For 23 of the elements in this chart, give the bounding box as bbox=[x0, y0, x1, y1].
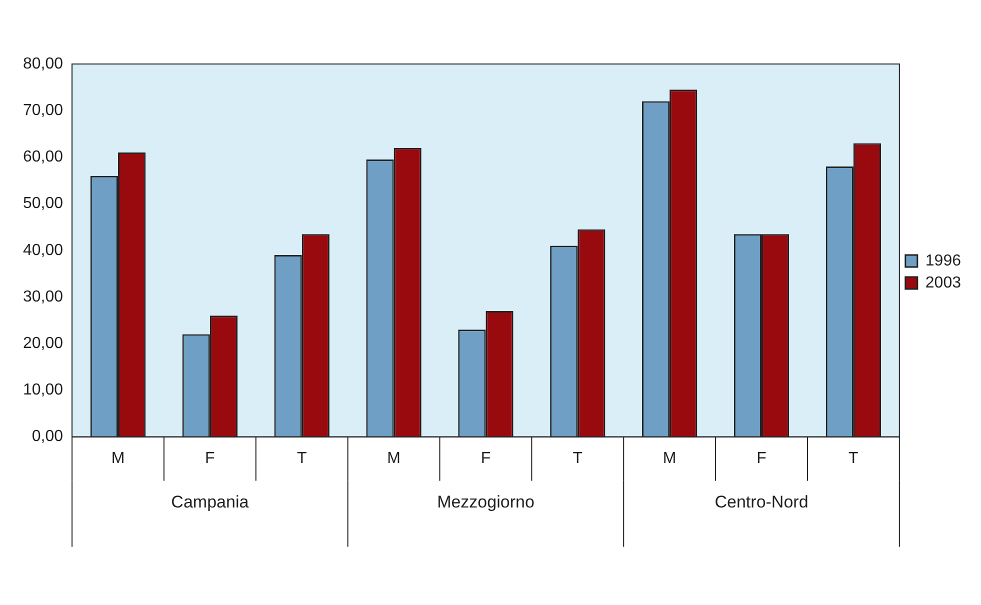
y-tick-label: 0,00 bbox=[32, 428, 64, 446]
x-tick-label: T bbox=[296, 450, 307, 467]
x-tick-label: F bbox=[756, 450, 767, 467]
x-tick-label: F bbox=[205, 450, 216, 467]
y-tick-label: 70,00 bbox=[22, 102, 64, 120]
x-tick-label: T bbox=[572, 450, 583, 467]
text: Campania bbox=[171, 492, 250, 512]
text: Mezzogiorno bbox=[437, 492, 534, 512]
text: Centro-Nord bbox=[714, 492, 808, 512]
x-tick-label: M bbox=[387, 450, 400, 467]
x-tick-label: M bbox=[662, 450, 676, 467]
x-tick-label: F bbox=[480, 450, 491, 467]
y-tick-label: 80,00 bbox=[22, 55, 64, 72]
y-tick-label: 60,00 bbox=[22, 148, 64, 166]
x-tick-label: M bbox=[111, 450, 125, 467]
y-tick-label: 10,00 bbox=[22, 382, 64, 399]
legend-label: 2003 bbox=[925, 274, 962, 292]
legend-label: 1996 bbox=[925, 252, 962, 270]
x-tick-label: T bbox=[848, 450, 859, 467]
y-tick-label: 40,00 bbox=[22, 242, 64, 259]
y-tick-label: 20,00 bbox=[22, 335, 64, 352]
y-tick-label: 50,00 bbox=[22, 195, 64, 212]
y-tick-label: 30,00 bbox=[22, 288, 64, 306]
